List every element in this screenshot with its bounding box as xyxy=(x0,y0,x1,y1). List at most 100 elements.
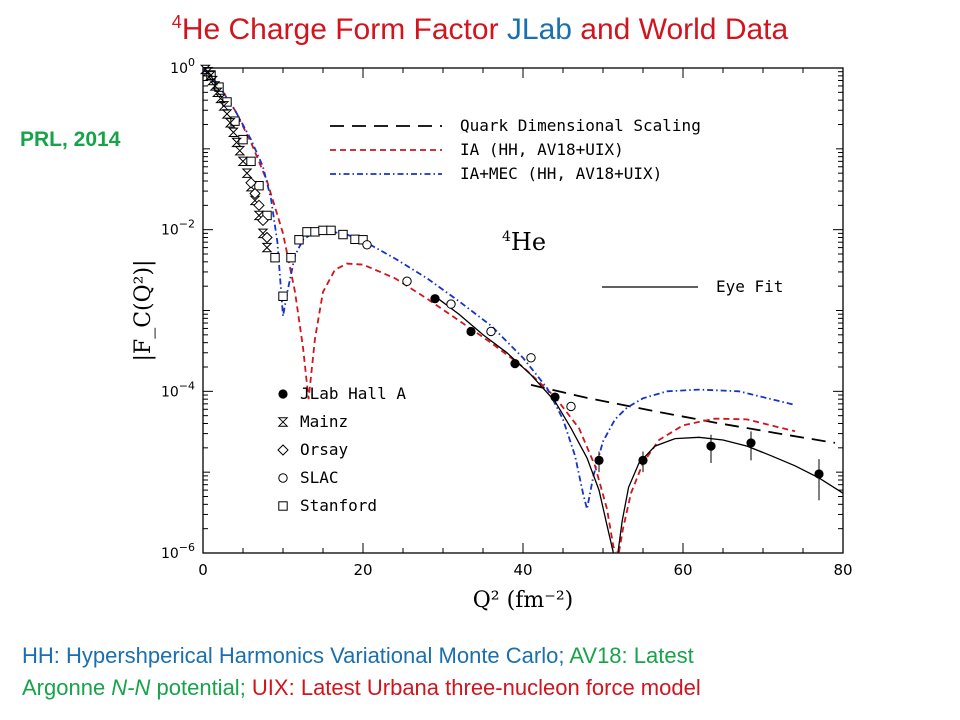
legend-label: Orsay xyxy=(300,440,349,459)
series-mainz xyxy=(199,64,273,253)
data-point xyxy=(286,252,296,263)
x-tick-label: 0 xyxy=(198,561,208,579)
data-point xyxy=(254,180,264,191)
series-stanford xyxy=(206,70,368,301)
legend-label: Stanford xyxy=(300,496,377,515)
caption-potential: potential; xyxy=(150,675,252,700)
data-point xyxy=(221,109,233,119)
data-point xyxy=(814,469,824,479)
caption-urbana: Latest Urbana three-nucleon force model xyxy=(300,675,701,700)
data-point xyxy=(270,252,280,263)
data-point xyxy=(227,127,239,138)
data-point xyxy=(234,145,246,156)
data-point xyxy=(218,101,230,111)
data-point xyxy=(237,156,249,167)
data-point xyxy=(594,455,604,465)
x-tick-label: 60 xyxy=(673,561,692,579)
slide-title: 4He Charge Form Factor JLab and World Da… xyxy=(0,12,960,47)
data-point xyxy=(224,118,236,128)
data-point xyxy=(204,71,216,81)
caption-hh: HH: Hypershperical Harmonics Variational… xyxy=(22,643,570,668)
points-layer xyxy=(199,64,824,501)
legend-label: SLAC xyxy=(300,468,339,487)
data-point xyxy=(486,326,496,337)
legend-marker xyxy=(277,417,289,427)
data-point xyxy=(550,392,560,402)
data-point xyxy=(302,227,312,237)
data-point xyxy=(402,276,412,286)
data-point xyxy=(231,137,243,148)
data-point xyxy=(257,214,269,227)
title-superscript: 4 xyxy=(171,12,182,32)
data-point xyxy=(310,227,320,237)
data-point xyxy=(746,438,756,448)
x-tick-label: 40 xyxy=(513,561,532,579)
caption: HH: Hypershperical Harmonics Variational… xyxy=(22,640,701,704)
data-point xyxy=(638,455,648,465)
legend-marker xyxy=(278,473,288,483)
series-jlab-hall-a xyxy=(430,294,824,501)
axes-layer: 0 20 40 60 80 100 10−2 10−4 10−6 Q² (fm⁻²) |F_C(Q²… xyxy=(131,56,853,613)
data-point xyxy=(211,87,223,98)
curve-ia-mec-hh-av18-uix xyxy=(203,68,796,510)
data-point xyxy=(230,116,240,126)
data-point xyxy=(278,291,288,301)
data-point xyxy=(466,326,476,337)
series-slac xyxy=(362,240,576,412)
data-point xyxy=(249,187,261,200)
caption-uix: UIX: xyxy=(251,675,301,700)
legend-label: JLab Hall A xyxy=(300,384,406,403)
data-point xyxy=(253,210,265,221)
annotation-layer: 4He xyxy=(502,228,546,256)
y-tick-label: 10−6 xyxy=(161,541,195,562)
data-point xyxy=(261,231,273,244)
legend-marker xyxy=(277,444,289,456)
x-axis-label: Q² (fm⁻²) xyxy=(473,588,573,613)
data-point xyxy=(338,229,348,240)
data-point xyxy=(253,199,265,212)
y-axis-label: |F_C(Q²)| xyxy=(131,260,156,362)
data-point xyxy=(215,93,227,104)
caption-line-1: HH: Hypershperical Harmonics Variational… xyxy=(22,640,701,672)
curve-eye-fit xyxy=(434,295,843,553)
x-tick-label: 20 xyxy=(353,561,372,579)
data-point xyxy=(706,441,716,451)
legend-label: Mainz xyxy=(300,412,348,431)
legend-label: IA (HH, AV18+UIX) xyxy=(460,140,624,159)
data-point xyxy=(261,242,273,253)
data-point xyxy=(526,353,536,363)
legend-label: IA+MEC (HH, AV18+UIX) xyxy=(460,164,662,183)
title-part3: and World Data xyxy=(571,13,789,46)
caption-av18: AV18: Latest xyxy=(569,643,694,668)
title-part1: He Charge Form Factor xyxy=(181,13,507,46)
data-point xyxy=(446,299,456,309)
data-point xyxy=(318,225,328,236)
legend-marker xyxy=(278,501,288,511)
data-point xyxy=(294,235,304,245)
legend-marker xyxy=(278,389,288,399)
form-factor-chart: 0 20 40 60 80 100 10−2 10−4 10−6 Q² (fm⁻²) |F_C(Q²… xyxy=(131,56,853,613)
title-jlab: JLab xyxy=(506,13,572,46)
data-point xyxy=(209,81,221,91)
data-point xyxy=(510,359,520,369)
data-point xyxy=(246,156,256,167)
caption-nn: N-N xyxy=(111,675,151,700)
data-point xyxy=(245,177,257,189)
legend-label-eyefit: Eye Fit xyxy=(716,277,783,296)
data-point xyxy=(326,225,336,236)
data-point xyxy=(566,401,576,412)
series-orsay xyxy=(245,177,273,244)
y-tick-label: 10−2 xyxy=(161,218,195,239)
curve-quark-dimensional-scaling xyxy=(530,384,836,444)
y-tick-label: 100 xyxy=(170,56,195,77)
data-point xyxy=(202,66,214,77)
data-point xyxy=(241,168,253,178)
data-point xyxy=(362,240,372,250)
caption-argonne: Argonne xyxy=(22,675,112,700)
nucleus-annotation: 4He xyxy=(502,228,546,256)
publication-badge: PRL, 2014 xyxy=(20,128,121,151)
x-tick-label: 80 xyxy=(833,561,852,579)
legend-layer: Quark Dimensional Scaling IA (HH, AV18+UI… xyxy=(277,116,783,515)
legend-label: Quark Dimensional Scaling xyxy=(460,116,701,135)
data-point xyxy=(350,234,360,245)
